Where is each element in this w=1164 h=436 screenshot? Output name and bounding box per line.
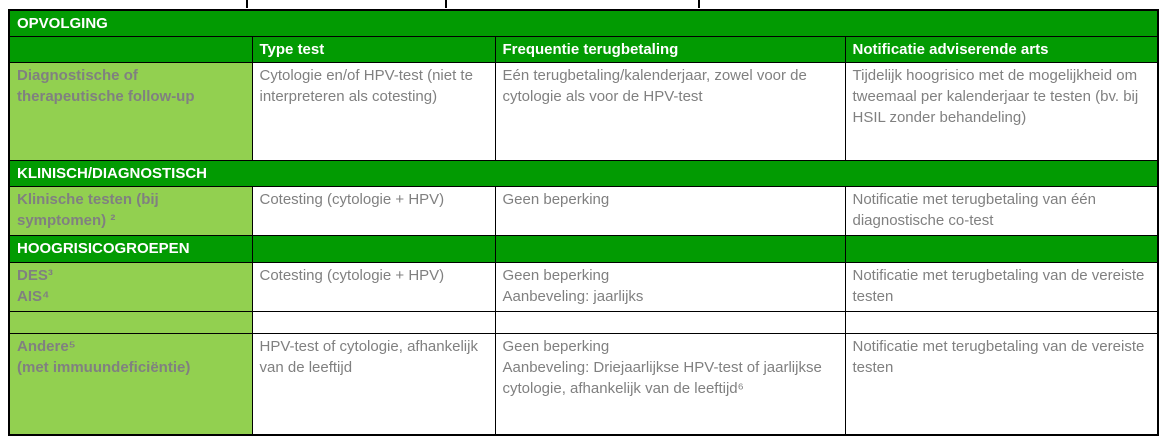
section-empty-cell	[251, 235, 496, 263]
header-frequentie-terugbetaling: Frequentie terugbetaling	[494, 36, 846, 63]
frequentie-cell: Geen beperking	[494, 186, 846, 236]
type-test-cell: Cotesting (cytologie + HPV)	[251, 186, 496, 236]
section-row-klinisch: KLINISCH/DIAGNOSTISCH	[8, 160, 1159, 187]
section-row-hoogrisico: HOOGRISICOGROEPEN	[8, 235, 1159, 263]
section-row-opvolging: OPVOLGING	[8, 9, 1159, 37]
frequentie-cell: Geen beperking Aanbeveling: Driejaarlijk…	[494, 333, 846, 435]
section-empty-cell	[494, 235, 846, 263]
header-type-test: Type test	[251, 36, 496, 63]
notificatie-cell: Tijdelijk hoogrisico met de mogelijkheid…	[844, 62, 1159, 161]
row-des-ais: DES³ AIS⁴ Cotesting (cytologie + HPV) Ge…	[8, 262, 1159, 312]
type-test-cell: Cytologie en/of HPV-test (niet te interp…	[251, 62, 496, 161]
header-empty-cell	[8, 36, 253, 63]
type-test-cell	[251, 311, 496, 334]
section-title-opvolging: OPVOLGING	[8, 9, 1159, 37]
section-title-hoogrisico: HOOGRISICOGROEPEN	[8, 235, 253, 263]
notificatie-cell: Notificatie met terugbetaling van de ver…	[844, 262, 1159, 312]
row-andere-immuundeficientie: Andere⁵ (met immuundeficiëntie) HPV-test…	[8, 333, 1159, 435]
label-cell: Klinische testen (bij symptomen) ²	[8, 186, 253, 236]
frequentie-cell: Eén terugbetaling/kalenderjaar, zowel vo…	[494, 62, 846, 161]
column-header-row: Type test Frequentie terugbetaling Notif…	[8, 36, 1159, 63]
row-klinische-testen: Klinische testen (bij symptomen) ² Cotes…	[8, 186, 1159, 236]
label-cell	[8, 311, 253, 334]
notificatie-cell: Notificatie met terugbetaling van de ver…	[844, 333, 1159, 435]
notificatie-cell: Notificatie met terugbetaling van één di…	[844, 186, 1159, 236]
label-cell: Andere⁵ (met immuundeficiëntie)	[8, 333, 253, 435]
type-test-cell: Cotesting (cytologie + HPV)	[251, 262, 496, 312]
label-cell: DES³ AIS⁴	[8, 262, 253, 312]
type-test-cell: HPV-test of cytologie, afhankelijk van d…	[251, 333, 496, 435]
frequentie-cell	[494, 311, 846, 334]
row-diagnostische-follow-up: Diagnostische of therapeutische follow-u…	[8, 62, 1159, 161]
frequentie-cell: Geen beperking Aanbeveling: jaarlijks	[494, 262, 846, 312]
row-empty-spacer	[8, 311, 1159, 334]
section-empty-cell	[844, 235, 1159, 263]
crop-artifact-tick	[698, 0, 700, 8]
screening-reimbursement-table: OPVOLGING Type test Frequentie terugbeta…	[8, 9, 1160, 436]
crop-artifact-tick	[445, 0, 447, 8]
section-title-klinisch: KLINISCH/DIAGNOSTISCH	[8, 160, 1159, 187]
header-notificatie-adviserende-arts: Notificatie adviserende arts	[844, 36, 1159, 63]
notificatie-cell	[844, 311, 1159, 334]
label-cell: Diagnostische of therapeutische follow-u…	[8, 62, 253, 161]
crop-artifact-tick	[246, 0, 248, 8]
